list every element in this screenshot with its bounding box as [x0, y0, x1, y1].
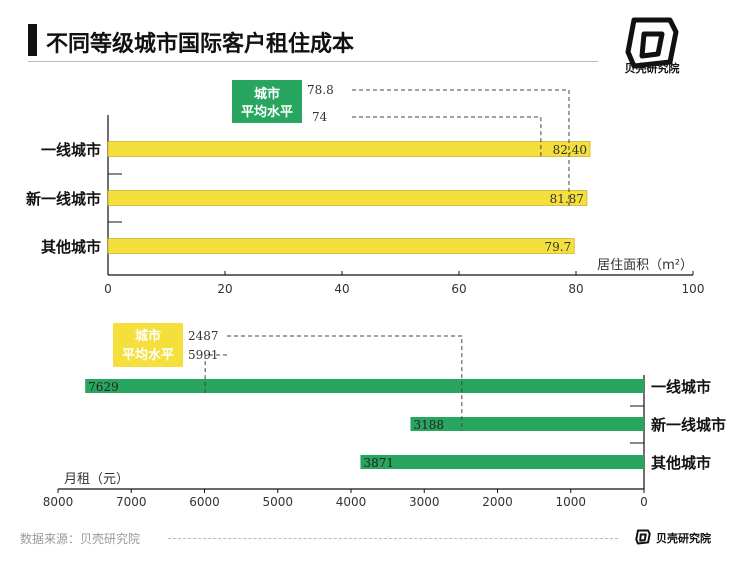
- category-label: 其他城市: [651, 454, 711, 472]
- x-tick-label: 0: [640, 495, 648, 509]
- average-badge-line1: 城市: [135, 328, 161, 344]
- bar-value-label: 82.40: [553, 143, 587, 157]
- footer-logo-icon: [635, 529, 651, 545]
- average-badge-line1: 城市: [254, 86, 280, 102]
- bar-value-label: 7629: [88, 380, 119, 394]
- x-tick-label: 8000: [43, 495, 74, 509]
- category-label: 其他城市: [41, 238, 101, 256]
- beike-logo-icon: [625, 17, 679, 69]
- title-accent-bar: [28, 24, 37, 56]
- footer-logo-text: 贝壳研究院: [656, 532, 711, 545]
- area-chart-group: 0 20 40 60 80 100 居住面积（m²） 82.40 一线城市 81.87 新一线城市 7…: [26, 80, 704, 296]
- average-badge: [232, 80, 302, 123]
- average-value-label: 78.8: [307, 83, 334, 97]
- average-marker-line: [227, 335, 463, 431]
- x-tick-label: 40: [334, 282, 349, 296]
- x-tick-label: 2000: [482, 495, 513, 509]
- average-value-label: 5991: [188, 348, 219, 362]
- rent-chart-group: 8000 7000 6000 5000 4000 3000 2000 1000 0 月租（元） 76…: [43, 323, 726, 509]
- category-label: 新一线城市: [651, 416, 726, 434]
- average-value-label: 74: [312, 110, 328, 124]
- x-tick-label: 100: [682, 282, 705, 296]
- x-tick-label: 7000: [116, 495, 147, 509]
- average-badge: [113, 323, 183, 367]
- bar: [107, 190, 588, 206]
- title-divider: [28, 61, 598, 62]
- x-axis-label: 居住面积（m²）: [597, 258, 693, 273]
- x-tick-label: 0: [104, 282, 112, 296]
- average-marker-line: [204, 354, 227, 393]
- x-tick-label: 80: [568, 282, 583, 296]
- bar-value-label: 3871: [363, 456, 394, 470]
- average-badge-line2: 平均水平: [241, 104, 293, 120]
- footer-divider: [168, 538, 618, 539]
- bar-value-label: 79.7: [545, 240, 572, 254]
- x-tick-label: 6000: [189, 495, 220, 509]
- x-tick-label: 4000: [336, 495, 367, 509]
- logo-text: 贝壳研究院: [624, 62, 680, 75]
- x-tick-label: 20: [217, 282, 232, 296]
- x-axis-label: 月租（元）: [64, 472, 129, 487]
- category-label: 一线城市: [41, 141, 101, 159]
- average-marker-line: [352, 89, 570, 206]
- category-label: 一线城市: [651, 378, 711, 396]
- category-label: 新一线城市: [26, 190, 101, 208]
- bar: [360, 455, 644, 469]
- x-tick-label: 3000: [409, 495, 440, 509]
- source-text: 数据来源：贝壳研究院: [20, 532, 141, 546]
- bar: [410, 417, 644, 431]
- x-tick-label: 5000: [262, 495, 293, 509]
- page-title: 不同等级城市国际客户租住成本: [46, 32, 355, 57]
- bar: [107, 238, 575, 254]
- x-tick-label: 60: [451, 282, 466, 296]
- bar-value-label: 81.87: [550, 192, 584, 206]
- average-badge-line2: 平均水平: [122, 347, 174, 363]
- bar-value-label: 3188: [413, 418, 444, 432]
- bar: [85, 379, 644, 393]
- bar: [107, 141, 591, 157]
- average-value-label: 2487: [188, 329, 219, 343]
- x-tick-label: 1000: [555, 495, 586, 509]
